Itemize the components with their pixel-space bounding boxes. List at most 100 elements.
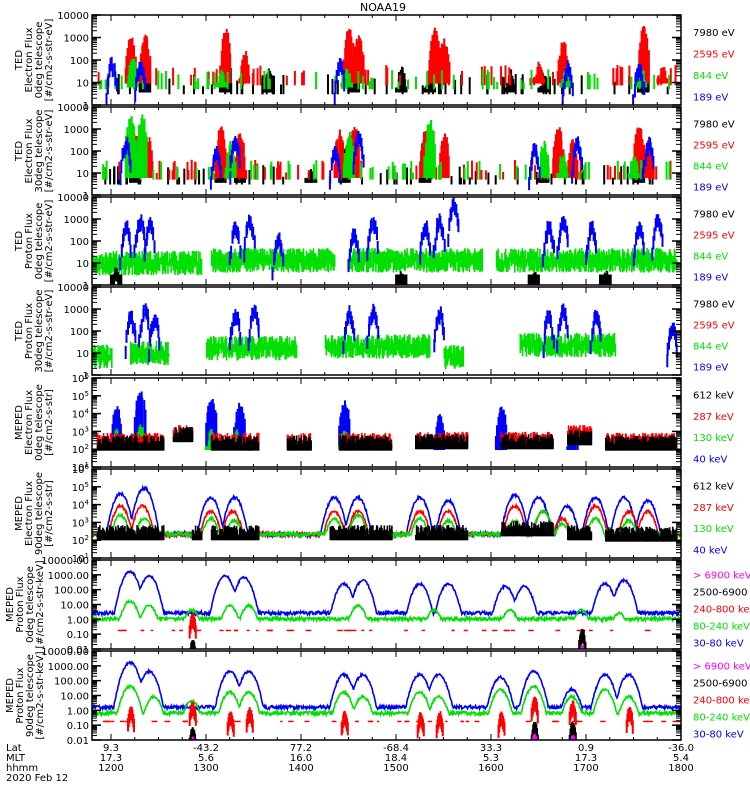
bar-mark [634,134,637,178]
bar-mark [207,166,210,180]
bar-mark [140,319,143,333]
bar-mark [571,82,574,97]
band-mark [313,254,315,270]
bar-mark [336,80,339,95]
bar-mark [176,166,179,180]
bar-mark [216,146,219,161]
bar-mark [666,86,669,95]
band-mark [650,437,653,451]
band-mark [457,437,460,450]
bar-mark [352,161,355,175]
bar-mark [496,81,499,90]
bar-mark [138,61,141,76]
bar-mark [190,159,193,180]
bar-mark [655,214,658,228]
bar-mark [237,311,239,325]
band-mark [595,339,598,355]
bar-mark [210,84,213,95]
band-mark [232,255,234,273]
band-mark [196,261,198,275]
band-mark [405,340,407,358]
bar-mark [638,63,640,78]
bar-mark [431,35,434,84]
band-mark [177,261,179,276]
bar-mark [564,219,567,233]
bar-mark [248,170,251,185]
bar-mark [243,249,246,263]
band-mark [327,255,330,273]
band-mark [375,342,378,359]
bar-mark [637,225,640,240]
bar-mark [603,272,606,285]
bar-mark [546,221,549,235]
bar-mark [368,228,371,242]
bar-mark [150,221,153,235]
band-mark [256,258,258,271]
band-mark [577,528,580,541]
band-mark [552,248,555,269]
bar-mark [557,173,560,178]
bar-mark [139,124,142,178]
bar-mark [223,32,226,84]
bar-mark [641,74,644,88]
bar-mark [282,253,285,267]
band-mark [417,526,419,541]
bar-mark [603,165,606,185]
band-mark [659,248,661,269]
band-mark [380,443,383,451]
band-mark [332,341,334,347]
bar-mark [250,160,253,180]
bar-mark [444,77,447,95]
bar-mark [214,148,216,162]
bar-mark [131,310,133,324]
y-label-line: Electron Flux [24,27,35,92]
bar-mark [537,274,540,285]
band-mark [583,527,585,541]
band-mark [502,260,505,272]
band-mark [383,439,385,451]
band-mark [119,438,122,451]
bar-mark [228,337,231,351]
band-mark [637,248,639,263]
bar-mark [371,166,374,180]
band-mark [587,339,589,354]
bar-mark [636,87,639,93]
bar-mark [666,354,669,368]
bar-mark [514,74,517,95]
bar-mark [435,167,438,180]
bar-mark [633,84,636,98]
bar-mark [249,216,252,230]
bar-mark [116,406,119,450]
band-mark [310,250,312,267]
bar-mark [312,164,315,180]
bar-mark [127,75,130,88]
bar-mark [153,240,156,254]
band-mark [363,439,365,451]
band-mark [354,260,357,271]
bar-mark [386,67,389,86]
band-mark [285,258,287,270]
band-mark [443,253,446,271]
band-mark [459,434,462,450]
band-mark [440,530,443,541]
bar-mark [658,218,661,232]
bar-mark [487,71,490,90]
bar-mark [577,140,580,154]
band-mark [466,435,469,450]
band-mark [282,344,284,355]
bar-mark [350,239,352,253]
bar-mark [370,218,373,232]
band-mark [382,438,384,451]
band-mark [374,248,376,263]
bar-mark [373,306,376,320]
y-label-line: Electron Flux [24,118,35,183]
band-mark [650,253,652,263]
bar-mark [594,240,597,254]
bar-mark [581,156,583,171]
bar-mark [499,407,502,451]
bar-mark [422,226,425,241]
bar-mark [339,58,342,73]
band-mark [330,335,333,358]
bar-mark [484,170,487,180]
bar-mark [550,173,553,185]
